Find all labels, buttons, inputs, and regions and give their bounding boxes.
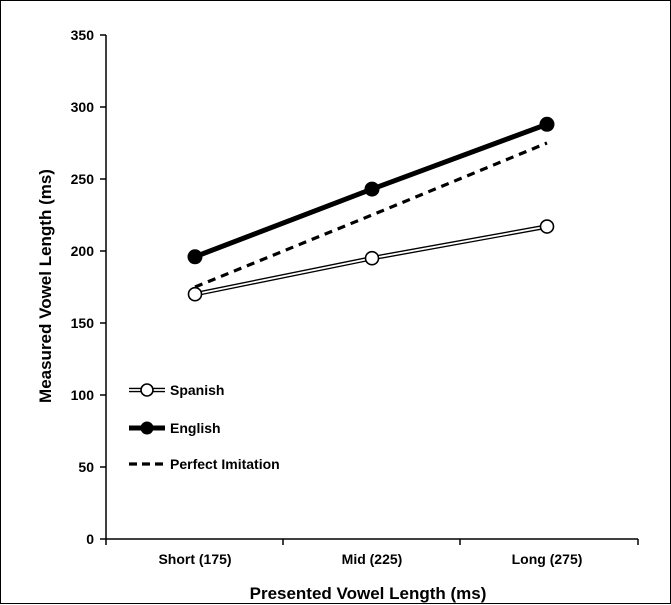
- x-tick-label: Short (175): [158, 551, 231, 567]
- legend-marker: [140, 383, 154, 397]
- series-perfect-imitation: [194, 141, 548, 289]
- x-tick-label: Long (275): [512, 551, 583, 567]
- legend-item: Perfect Imitation: [129, 456, 280, 472]
- legend-item: Spanish: [129, 382, 224, 398]
- data-point: [364, 250, 380, 266]
- y-tick-label: 350: [71, 27, 95, 43]
- y-tick-label: 50: [78, 459, 94, 475]
- y-tick-label: 300: [71, 99, 95, 115]
- series-english: [187, 116, 555, 265]
- y-tick-label: 250: [71, 171, 95, 187]
- y-tick-label: 100: [71, 387, 95, 403]
- legend-item: English: [129, 420, 221, 436]
- series-line: [194, 141, 548, 289]
- data-point: [539, 219, 555, 234]
- data-point: [539, 116, 555, 132]
- y-tick-label: 200: [71, 243, 95, 259]
- x-tick-label: Mid (225): [342, 551, 403, 567]
- legend-marker: [140, 421, 154, 435]
- legend: Spanish English Perfect Imitation: [129, 382, 280, 472]
- legend-label: Perfect Imitation: [170, 456, 280, 472]
- series-layer: [187, 116, 555, 302]
- axes: 0 50 100 150 200 250 300 350 Short (175) Mid (225…: [71, 27, 639, 567]
- x-axis-label: Presented Vowel Length (ms): [250, 584, 487, 603]
- y-tick-label: 150: [71, 315, 95, 331]
- data-point: [364, 181, 380, 197]
- y-axis-label: Measured Vowel Length (ms): [36, 169, 55, 403]
- data-point: [187, 286, 203, 302]
- legend-label: English: [170, 420, 221, 436]
- series-spanish: [187, 219, 555, 302]
- data-point: [187, 249, 203, 265]
- y-tick-label: 0: [86, 531, 94, 547]
- legend-label: Spanish: [170, 382, 224, 398]
